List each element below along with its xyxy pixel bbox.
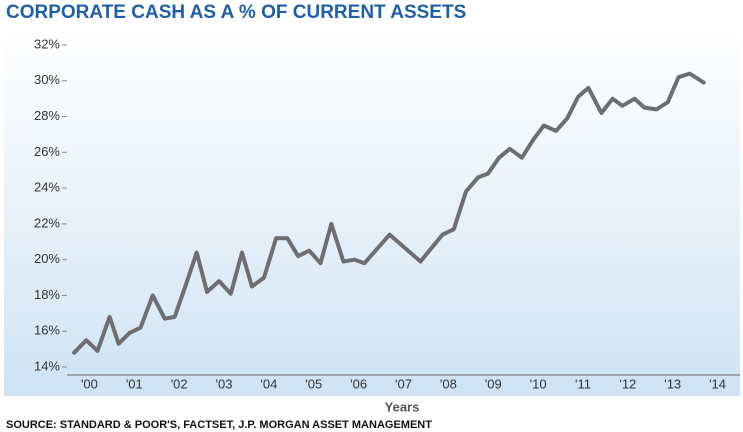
x-axis-label: Years bbox=[385, 399, 420, 414]
x-tick-label: '13 bbox=[664, 376, 681, 391]
y-tick-label: 32% bbox=[34, 36, 60, 51]
data-line bbox=[72, 71, 706, 355]
x-tick-label: '04 bbox=[260, 376, 277, 391]
x-tick-label: '11 bbox=[575, 376, 591, 391]
x-tick-label: '03 bbox=[216, 376, 233, 391]
y-tick-label: 16% bbox=[34, 323, 60, 338]
chart-title: CORPORATE CASH AS A % OF CURRENT ASSETS bbox=[6, 2, 466, 23]
x-tick-label: '08 bbox=[440, 376, 457, 391]
plot-panel bbox=[4, 30, 740, 396]
x-tick-label: '14 bbox=[709, 376, 726, 391]
x-tick-label: '01 bbox=[126, 376, 143, 391]
x-tick-label: '05 bbox=[305, 376, 322, 391]
y-tick-label: 30% bbox=[34, 72, 60, 87]
y-tick-label: 22% bbox=[34, 215, 60, 230]
y-tick-label: 26% bbox=[34, 144, 60, 159]
source-note: SOURCE: STANDARD & POOR'S, FACTSET, J.P.… bbox=[6, 419, 432, 431]
x-tick-label: '12 bbox=[619, 376, 636, 391]
y-tick-label: 28% bbox=[34, 108, 60, 123]
x-tick-label: '06 bbox=[350, 376, 367, 391]
y-tick-label: 14% bbox=[34, 358, 60, 373]
x-tick-label: '07 bbox=[395, 376, 412, 391]
y-tick-label: 18% bbox=[34, 287, 60, 302]
x-tick-label: '09 bbox=[485, 376, 502, 391]
x-tick-label: '00 bbox=[81, 376, 98, 391]
y-tick-label: 24% bbox=[34, 180, 60, 195]
y-tick-label: 20% bbox=[34, 251, 60, 266]
x-tick-label: '10 bbox=[530, 376, 547, 391]
x-tick-label: '02 bbox=[171, 376, 188, 391]
